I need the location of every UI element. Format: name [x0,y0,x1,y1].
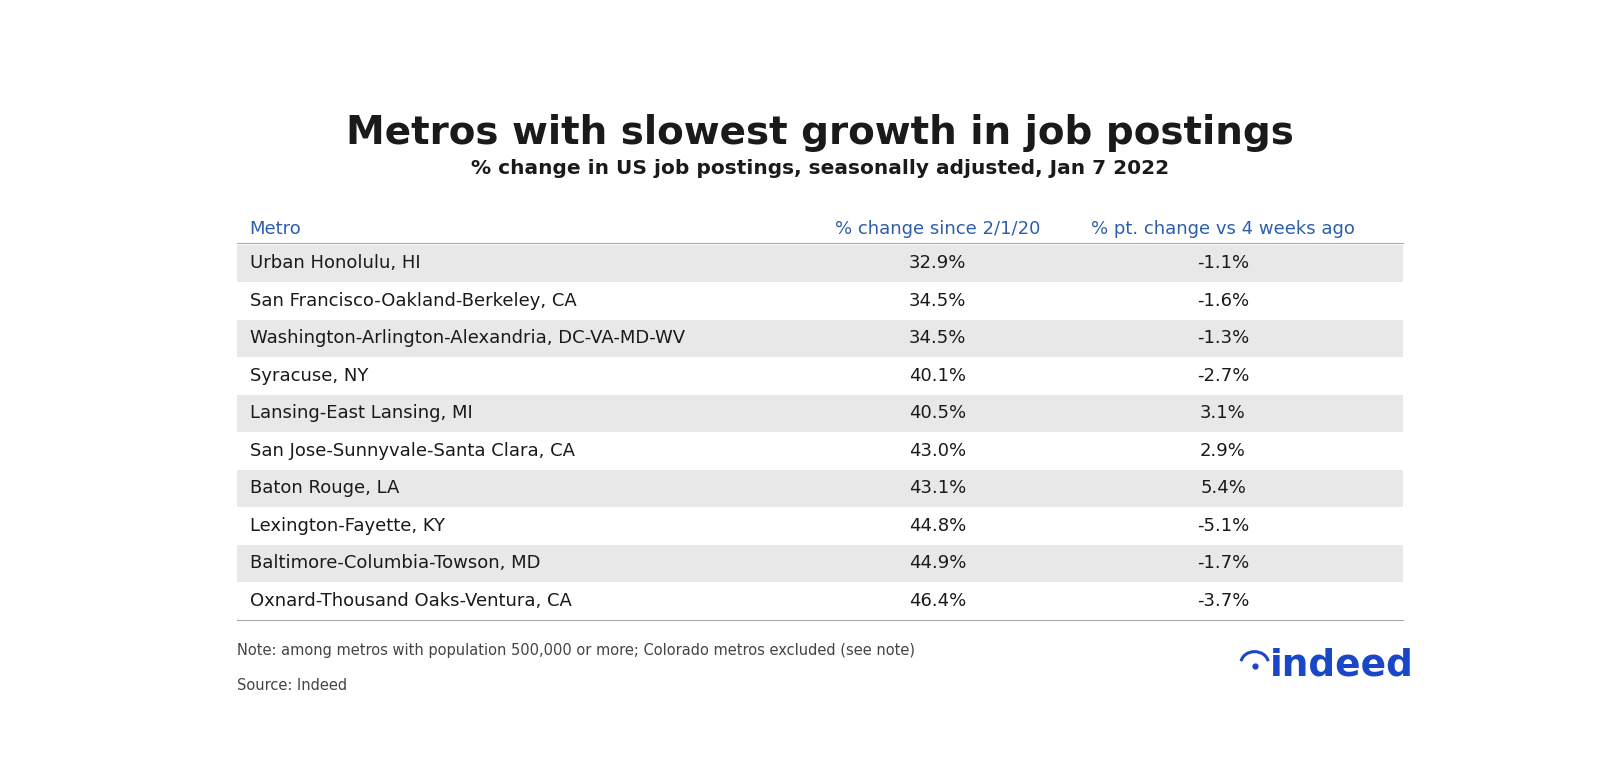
Text: -1.1%: -1.1% [1197,254,1250,272]
Text: -2.7%: -2.7% [1197,366,1250,385]
Text: 32.9%: 32.9% [909,254,966,272]
Text: -1.6%: -1.6% [1197,291,1250,310]
Text: Metro: Metro [250,220,301,237]
Text: Urban Honolulu, HI: Urban Honolulu, HI [250,254,421,272]
Bar [237,469,1403,507]
Text: San Francisco-Oakland-Berkeley, CA: San Francisco-Oakland-Berkeley, CA [250,291,576,310]
Text: 2.9%: 2.9% [1200,442,1246,460]
Text: indeed: indeed [1270,648,1414,684]
Bar [237,394,1403,432]
Text: 3.1%: 3.1% [1200,404,1246,422]
Text: San Jose-Sunnyvale-Santa Clara, CA: San Jose-Sunnyvale-Santa Clara, CA [250,442,574,460]
Text: 44.8%: 44.8% [909,517,966,535]
Text: Syracuse, NY: Syracuse, NY [250,366,368,385]
Text: Oxnard-Thousand Oaks-Ventura, CA: Oxnard-Thousand Oaks-Ventura, CA [250,592,571,610]
Text: 43.0%: 43.0% [909,442,966,460]
Text: -5.1%: -5.1% [1197,517,1250,535]
Text: 44.9%: 44.9% [909,554,966,572]
Text: % change in US job postings, seasonally adjusted, Jan 7 2022: % change in US job postings, seasonally … [470,159,1170,179]
Bar [237,319,1403,357]
Text: -1.3%: -1.3% [1197,329,1250,347]
Text: Baltimore-Columbia-Towson, MD: Baltimore-Columbia-Towson, MD [250,554,541,572]
Text: 40.5%: 40.5% [909,404,966,422]
Text: -1.7%: -1.7% [1197,554,1250,572]
Text: Metros with slowest growth in job postings: Metros with slowest growth in job postin… [346,114,1294,152]
Text: 34.5%: 34.5% [909,291,966,310]
Bar [237,544,1403,582]
Bar [237,244,1403,282]
Text: Lexington-Fayette, KY: Lexington-Fayette, KY [250,517,445,535]
Text: Note: among metros with population 500,000 or more; Colorado metros excluded (se: Note: among metros with population 500,0… [237,643,915,659]
Text: % pt. change vs 4 weeks ago: % pt. change vs 4 weeks ago [1091,220,1355,237]
Text: -3.7%: -3.7% [1197,592,1250,610]
Text: Lansing-East Lansing, MI: Lansing-East Lansing, MI [250,404,472,422]
Text: 46.4%: 46.4% [909,592,966,610]
Text: 40.1%: 40.1% [909,366,966,385]
Text: 5.4%: 5.4% [1200,479,1246,497]
Text: Baton Rouge, LA: Baton Rouge, LA [250,479,398,497]
Text: 34.5%: 34.5% [909,329,966,347]
Text: % change since 2/1/20: % change since 2/1/20 [835,220,1040,237]
Text: 43.1%: 43.1% [909,479,966,497]
Text: Washington-Arlington-Alexandria, DC-VA-MD-WV: Washington-Arlington-Alexandria, DC-VA-M… [250,329,685,347]
Text: Source: Indeed: Source: Indeed [237,678,347,693]
